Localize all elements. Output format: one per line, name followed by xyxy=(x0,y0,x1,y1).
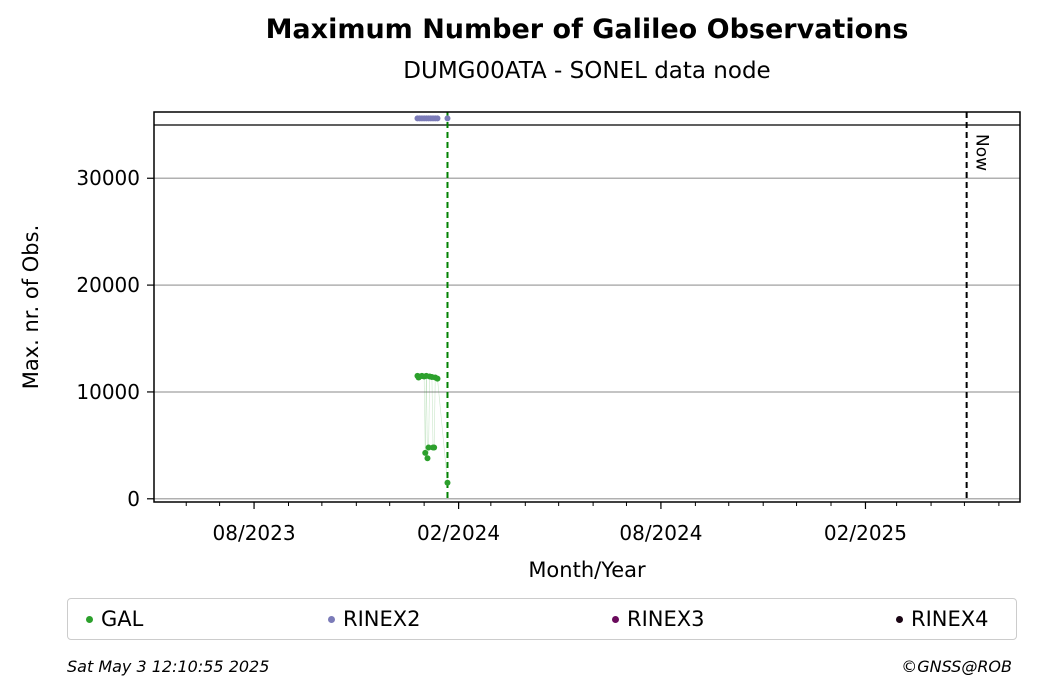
point-gal-7 xyxy=(424,455,431,462)
x-tick-label-0: 08/2023 xyxy=(213,521,296,545)
point-rinex2-10 xyxy=(444,115,451,122)
legend-rinex4-label: RINEX4 xyxy=(911,607,989,631)
point-gal-8 xyxy=(425,444,432,451)
legend-rinex3-label: RINEX3 xyxy=(627,607,705,631)
legend-item-rinex2: RINEX2 xyxy=(328,607,421,631)
gal-connector-5 xyxy=(424,375,427,453)
legend-gal-label: GAL xyxy=(101,607,144,631)
point-gal-5 xyxy=(422,449,429,456)
y-tick-label-2: 20000 xyxy=(76,273,140,297)
legend: GAL RINEX2 RINEX3 RINEX4 xyxy=(67,598,1017,640)
gal-connector-8 xyxy=(428,376,430,448)
point-gal-14 xyxy=(434,375,441,382)
legend-item-rinex4: RINEX4 xyxy=(896,607,989,631)
x-axis-label: Month/Year xyxy=(528,558,646,582)
y-tick-label-1: 10000 xyxy=(76,380,140,404)
legend-rinex2-label: RINEX2 xyxy=(343,607,421,631)
now-label: Now xyxy=(972,134,992,171)
gal-connector-14 xyxy=(437,378,448,483)
point-gal-15 xyxy=(444,479,451,486)
gal-connector-6 xyxy=(426,375,428,459)
x-tick-label-2: 08/2024 xyxy=(619,521,702,545)
legend-item-rinex3: RINEX3 xyxy=(612,607,705,631)
gal-connector-4 xyxy=(423,376,426,453)
point-gal-12 xyxy=(431,444,438,451)
chart-title: Maximum Number of Galileo Observations xyxy=(265,14,909,45)
legend-rinex3-marker xyxy=(612,615,619,623)
footer-copyright: ©GNSS@ROB xyxy=(901,657,1012,676)
legend-rinex4-marker xyxy=(896,615,903,623)
gal-connector-12 xyxy=(433,377,436,448)
y-tick-label-3: 30000 xyxy=(76,166,140,190)
y-tick-label-0: 0 xyxy=(127,487,140,511)
y-axis-label: Max. nr. of Obs. xyxy=(19,225,43,390)
x-tick-label-3: 02/2025 xyxy=(824,521,907,545)
legend-gal-marker xyxy=(86,615,93,623)
x-tick-label-1: 02/2024 xyxy=(417,521,500,545)
footer-timestamp: Sat May 3 12:10:55 2025 xyxy=(67,657,270,676)
point-rinex2-9 xyxy=(434,115,441,122)
gal-connector-10 xyxy=(431,376,434,448)
legend-item-gal: GAL xyxy=(86,607,143,631)
plot-frame xyxy=(153,111,1021,503)
legend-rinex2-marker xyxy=(328,615,335,623)
chart-subtitle: DUMG00ATA - SONEL data node xyxy=(403,58,771,84)
